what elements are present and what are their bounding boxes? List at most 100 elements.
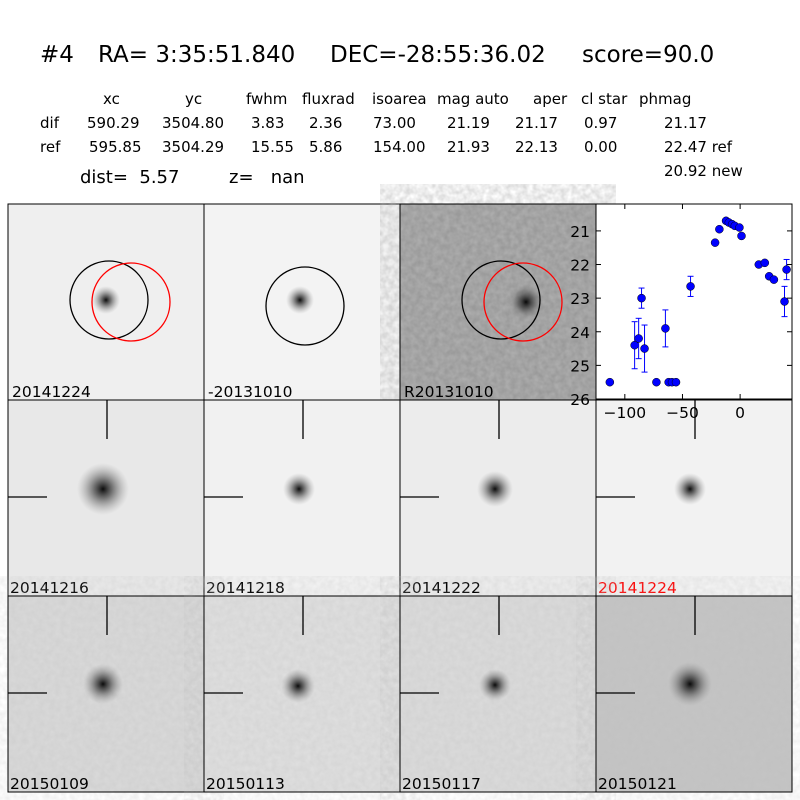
source [508, 284, 544, 320]
cell-value: 21.93 [447, 138, 490, 156]
cell-value: 21.17 [515, 114, 558, 132]
cell-value: 3504.80 [162, 114, 225, 132]
image-stamp: 20141224 [7, 203, 205, 401]
source [668, 662, 712, 706]
aperture-circle-black [265, 266, 345, 346]
cell-value: 0.97 [584, 114, 618, 132]
redshift: z= nan [229, 167, 305, 188]
y-tick-label: 21 [570, 223, 590, 241]
data-point [780, 297, 789, 306]
stamp-label: 20141224 [598, 579, 677, 597]
stamp-label: 20141218 [206, 579, 285, 597]
image-stamp: 20150117 [399, 595, 597, 793]
aperture-circle-black [69, 260, 149, 340]
stamp-label: R20131010 [404, 383, 494, 401]
cell-value: 73.00 [373, 114, 416, 132]
aperture-circle-black [461, 260, 541, 340]
image-stamp: 20150109 [7, 595, 205, 793]
stamp-frame [595, 595, 793, 793]
image-stamp: 20141224 [595, 399, 793, 597]
data-point [637, 293, 646, 303]
aperture-circle-red [483, 262, 563, 342]
cell-value: 15.55 [251, 138, 294, 156]
cell-value: 22.47 ref [664, 138, 733, 156]
cell-value: 154.00 [373, 138, 426, 156]
data-point [769, 275, 779, 284]
y-tick-label: 24 [570, 324, 590, 342]
data-point [715, 224, 724, 234]
x-tick-label: 0 [735, 404, 745, 422]
y-tick-label: 23 [570, 290, 590, 308]
col-header: mag auto [437, 90, 509, 108]
col-header: aper [533, 90, 568, 108]
col-header: phmag [639, 90, 692, 108]
image-stamp: -20131010 [203, 203, 401, 401]
stamp-label: 20150113 [206, 775, 285, 793]
source [77, 463, 129, 515]
image-stamp: R20131010 [399, 203, 597, 401]
cell-value: 5.86 [309, 138, 343, 156]
plot-area [596, 204, 792, 399]
data-point [735, 223, 744, 232]
lightcurve-plot: −100 −50 0 21 22 23 24 25 26 [570, 203, 793, 422]
cell-value: 3504.29 [162, 138, 225, 156]
cell-value: 21.19 [447, 114, 490, 132]
candidate-id: #4 [40, 42, 74, 68]
data-point [652, 377, 661, 387]
source [92, 286, 120, 314]
col-header: isoarea [372, 90, 427, 108]
data-point [686, 282, 695, 291]
image-stamp: 20141218 [203, 399, 401, 597]
dist: dist= 5.57 [80, 167, 180, 188]
cell-value: 595.85 [89, 138, 142, 156]
image-stamp: 20150113 [203, 595, 401, 793]
x-tick-label: −100 [604, 404, 647, 422]
dec: DEC=-28:55:36.02 [330, 42, 546, 68]
ra: RA= 3:35:51.840 [98, 42, 296, 68]
y-tick-label: 25 [570, 357, 590, 375]
stamp-label: 20141222 [402, 579, 481, 597]
data-point [605, 377, 615, 387]
data-point [760, 258, 770, 268]
cell-value: 22.13 [515, 138, 558, 156]
data-point [640, 344, 649, 353]
score: score=90.0 [582, 42, 715, 68]
source [283, 473, 315, 505]
image-stamp: 20141222 [399, 399, 597, 597]
source [83, 664, 123, 704]
col-header: xc [103, 90, 120, 108]
cell-value: 590.29 [87, 114, 140, 132]
row-label: ref [40, 138, 61, 156]
y-tick-label: 26 [570, 391, 590, 409]
stamp-noise [400, 204, 596, 400]
cell-value: 2.36 [309, 114, 343, 132]
data-point [661, 324, 670, 333]
aperture-circle-red [91, 262, 171, 342]
stamp-label: 20150117 [402, 775, 481, 793]
data-point [782, 265, 791, 274]
col-header: yc [185, 90, 203, 108]
col-header: fluxrad [302, 90, 355, 108]
source [286, 286, 314, 314]
x-tick-label: −50 [666, 404, 699, 422]
plot-frame [595, 203, 793, 400]
data-point [737, 231, 746, 241]
stamp-label: 20141224 [12, 383, 91, 401]
source [674, 473, 706, 505]
data-point [671, 377, 681, 387]
stamp-label: -20131010 [208, 383, 293, 401]
phmag-new: 20.92 new [664, 162, 743, 180]
data-point [710, 238, 720, 247]
y-tick-label: 22 [570, 257, 590, 275]
cell-value: 0.00 [584, 138, 618, 156]
cell-value: 21.17 [664, 114, 707, 132]
stamp-label: 20150109 [10, 775, 89, 793]
cell-value: 3.83 [251, 114, 285, 132]
source [479, 669, 511, 701]
image-stamp: 20150121 [595, 595, 793, 793]
image-stamp: 20141216 [7, 399, 205, 597]
col-header: fwhm [246, 90, 288, 108]
stamp-label: 20141216 [10, 579, 89, 597]
